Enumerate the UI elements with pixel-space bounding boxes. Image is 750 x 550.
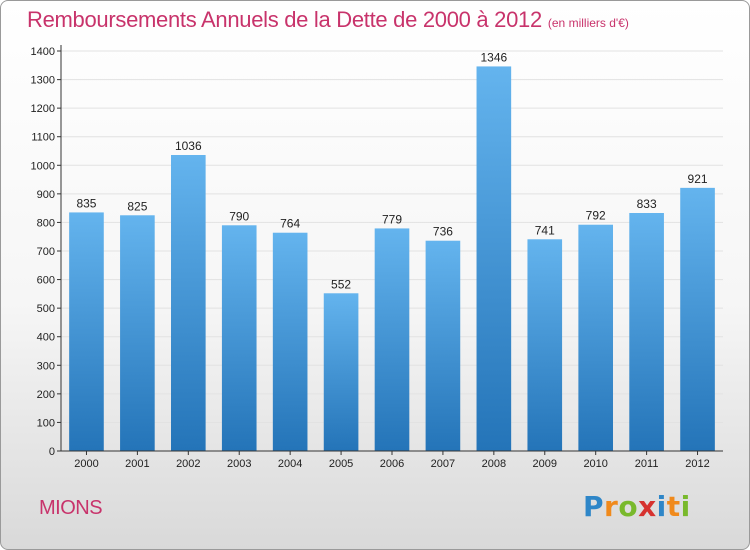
x-tick-labels: 2000 2001 2002 2003 2004 2005 2006 2007 2008 2009… — [74, 458, 710, 470]
proxiti-logo: Proxiti — [583, 490, 691, 523]
x-tick-label-2004: 2004 — [278, 458, 302, 470]
logo-letter-4: i — [656, 490, 667, 523]
x-tick-label-2002: 2002 — [176, 458, 200, 470]
x-tick-label-2006: 2006 — [380, 458, 404, 470]
data-labels: 835 825 1036 790 764 552 779 736 1346 741 792 833 92… — [76, 50, 707, 291]
y-tick-labels: 0 100 200 300 400 500 600 700 800 900 1000 1100 1200… — [31, 46, 55, 458]
bar-2002 — [170, 155, 206, 451]
y-tick-label-200: 200 — [37, 389, 55, 401]
y-tick-label-900: 900 — [37, 189, 55, 201]
data-label-2010: 792 — [586, 209, 606, 223]
data-label-2006: 779 — [382, 212, 402, 226]
x-tick-label-2010: 2010 — [583, 458, 607, 470]
bar-2009 — [527, 239, 563, 451]
bar-2001 — [120, 215, 155, 451]
logo-letter-0: P — [583, 490, 605, 523]
bar-2007 — [425, 240, 461, 451]
x-tick-label-2012: 2012 — [685, 458, 709, 470]
y-tick-label-600: 600 — [37, 275, 55, 287]
logo-letter-5: t — [666, 490, 681, 523]
data-label-2003: 790 — [229, 209, 249, 223]
y-tick-label-300: 300 — [37, 360, 55, 372]
data-label-2005: 552 — [331, 277, 351, 291]
data-label-2004: 764 — [280, 217, 300, 231]
y-tick-label-100: 100 — [37, 417, 55, 429]
bars — [69, 66, 715, 451]
x-tick-label-2001: 2001 — [125, 458, 149, 470]
x-tick-label-2005: 2005 — [329, 458, 353, 470]
y-tick-label-700: 700 — [37, 246, 55, 258]
bar-2008 — [476, 66, 512, 451]
bar-2006 — [374, 228, 410, 451]
bar-2010 — [578, 224, 614, 451]
data-label-2008: 1346 — [480, 50, 507, 64]
bar-2003 — [221, 225, 257, 451]
x-tick-label-2003: 2003 — [227, 458, 251, 470]
bar-2000 — [69, 212, 104, 451]
logo-letter-1: r — [604, 490, 619, 523]
chart-title-text: Remboursements Annuels de la Dette de 20… — [27, 7, 542, 32]
logo-letter-3: x — [638, 490, 657, 523]
x-tick-label-2008: 2008 — [482, 458, 506, 470]
data-label-2011: 833 — [637, 197, 657, 211]
y-tick-label-1200: 1200 — [31, 103, 55, 115]
chart-subtitle: (en milliers d'€) — [547, 16, 629, 30]
y-tick-label-500: 500 — [37, 303, 55, 315]
bar-2011 — [629, 213, 664, 451]
logo-letter-2: o — [618, 490, 639, 523]
logo-letter-6: i — [680, 490, 691, 523]
bar-2004 — [272, 232, 308, 451]
data-label-2002: 1036 — [175, 139, 202, 153]
axes — [57, 45, 723, 455]
data-label-2001: 825 — [127, 199, 147, 213]
x-tick-label-2011: 2011 — [635, 458, 659, 470]
data-label-2000: 835 — [76, 196, 96, 210]
bar-2005 — [323, 293, 359, 451]
commune-name: MIONS — [39, 497, 103, 519]
y-tick-label-1100: 1100 — [31, 132, 55, 144]
y-tick-label-800: 800 — [37, 217, 55, 229]
chart-title: Remboursements Annuels de la Dette de 20… — [27, 7, 629, 33]
bar-2012 — [680, 187, 715, 451]
y-tick-label-1400: 1400 — [31, 46, 55, 58]
y-tick-label-1300: 1300 — [31, 75, 55, 87]
y-tick-label-400: 400 — [37, 332, 55, 344]
data-label-2009: 741 — [535, 223, 555, 237]
x-tick-label-2009: 2009 — [533, 458, 557, 470]
y-tick-label-0: 0 — [49, 446, 55, 458]
data-label-2007: 736 — [433, 225, 453, 239]
y-tick-label-1000: 1000 — [31, 160, 55, 172]
x-tick-label-2007: 2007 — [431, 458, 455, 470]
x-tick-label-2000: 2000 — [74, 458, 98, 470]
data-label-2012: 921 — [688, 172, 708, 186]
